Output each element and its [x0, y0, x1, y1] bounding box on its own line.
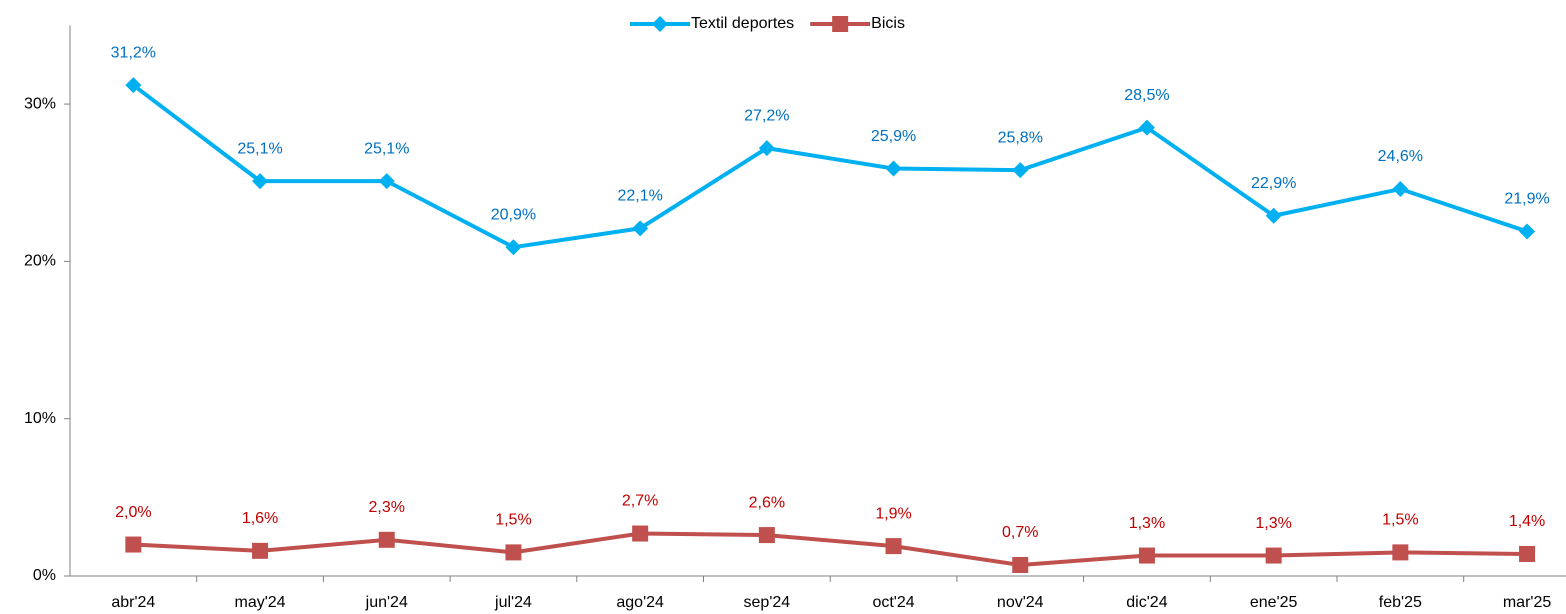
- data-point: [758, 140, 775, 157]
- x-tick-label: may'24: [235, 594, 286, 611]
- data-point: [1138, 119, 1155, 136]
- data-label: 1,6%: [242, 510, 278, 527]
- data-point: [1392, 181, 1409, 198]
- data-label: 20,9%: [491, 206, 536, 223]
- x-tick-label: mar'25: [1503, 594, 1552, 611]
- data-point: [885, 160, 902, 177]
- x-tick-label: dic'24: [1126, 594, 1167, 611]
- data-point: [125, 536, 142, 553]
- x-tick-label: jun'24: [365, 594, 408, 611]
- x-tick-label: ene'25: [1250, 594, 1298, 611]
- data-point: [632, 220, 649, 237]
- data-label: 1,5%: [495, 512, 531, 529]
- data-label: 2,0%: [115, 504, 151, 521]
- data-label: 25,9%: [871, 128, 916, 145]
- data-label: 28,5%: [1124, 87, 1169, 104]
- data-point: [1519, 223, 1536, 240]
- x-tick-label: abr'24: [111, 594, 155, 611]
- legend-label: Textil deportes: [691, 15, 794, 32]
- data-point: [505, 239, 522, 256]
- data-point: [505, 544, 522, 561]
- x-tick-label: ago'24: [616, 594, 664, 611]
- data-label: 25,8%: [998, 129, 1043, 146]
- data-label: 1,5%: [1382, 512, 1418, 529]
- y-tick-label: 20%: [24, 253, 56, 270]
- y-tick-label: 0%: [33, 567, 56, 584]
- data-label: 1,9%: [875, 505, 911, 522]
- data-label: 1,3%: [1255, 515, 1291, 532]
- data-point: [1012, 556, 1029, 573]
- data-label: 2,7%: [622, 493, 658, 510]
- x-tick-label: sep'24: [744, 594, 791, 611]
- data-label: 27,2%: [744, 107, 789, 124]
- data-point: [1265, 547, 1282, 564]
- data-label: 31,2%: [111, 44, 156, 61]
- data-label: 21,9%: [1504, 191, 1549, 208]
- x-tick-label: nov'24: [997, 594, 1044, 611]
- data-point: [1519, 545, 1536, 562]
- data-point: [378, 173, 395, 190]
- x-tick-label: feb'25: [1379, 594, 1422, 611]
- data-label: 0,7%: [1002, 524, 1038, 541]
- series-line: [132, 83, 1528, 250]
- data-point: [1265, 207, 1282, 224]
- data-point: [252, 173, 269, 190]
- data-point: [632, 525, 649, 542]
- legend-label: Bicis: [871, 15, 905, 32]
- series-line: [133, 531, 1528, 567]
- data-point: [1138, 547, 1155, 564]
- data-point: [252, 542, 269, 559]
- data-point: [1392, 544, 1409, 561]
- data-label: 25,1%: [364, 140, 409, 157]
- data-label: 22,1%: [617, 188, 662, 205]
- data-label: 1,3%: [1129, 515, 1165, 532]
- data-point: [125, 77, 142, 94]
- data-label: 2,3%: [369, 499, 405, 516]
- data-label: 1,4%: [1509, 513, 1545, 530]
- data-label: 25,1%: [237, 140, 282, 157]
- data-point: [1012, 162, 1029, 179]
- data-point: [758, 527, 775, 544]
- data-point: [885, 538, 902, 555]
- data-label: 24,6%: [1378, 148, 1423, 165]
- data-label: 22,9%: [1251, 175, 1296, 192]
- legend-marker: [832, 16, 849, 32]
- data-point: [378, 531, 395, 548]
- data-label: 2,6%: [749, 494, 785, 511]
- x-tick-label: oct'24: [872, 594, 914, 611]
- x-tick-label: jul'24: [494, 594, 532, 611]
- legend-marker: [652, 16, 668, 32]
- y-tick-label: 10%: [24, 410, 56, 427]
- y-tick-label: 30%: [24, 95, 56, 112]
